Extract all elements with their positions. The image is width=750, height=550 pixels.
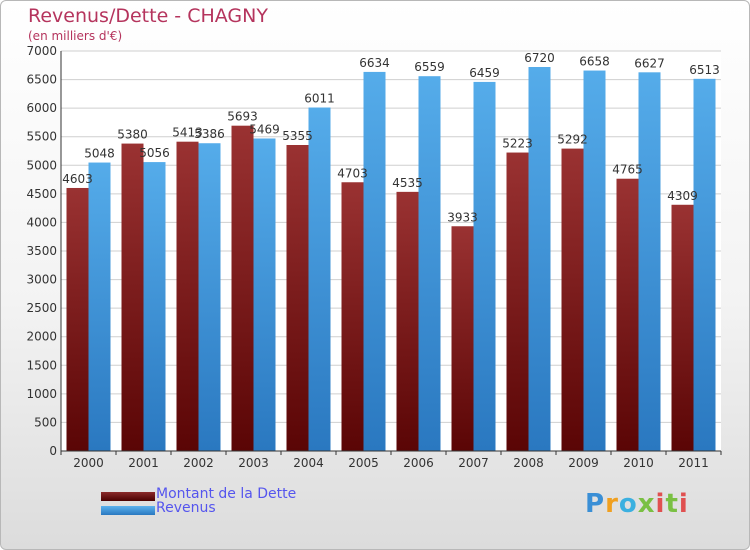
y-tick-label: 5500	[26, 130, 57, 144]
x-tick-label: 2009	[568, 456, 599, 470]
y-tick-label: 1000	[26, 387, 57, 401]
debt-bar	[231, 125, 254, 451]
revenue-value-label: 6627	[634, 56, 665, 70]
debt-value-label: 5413	[172, 126, 203, 140]
debt-value-label: 4309	[667, 189, 698, 203]
y-tick-label: 2500	[26, 301, 57, 315]
revenue-value-label: 6658	[579, 55, 610, 69]
revenue-bar	[638, 72, 661, 452]
x-tick-label: 2003	[238, 456, 269, 470]
revenue-bar	[308, 107, 331, 451]
debt-value-label: 4765	[612, 163, 643, 177]
debt-value-label: 5380	[117, 128, 148, 142]
revenue-value-label: 6720	[524, 51, 555, 65]
x-tick-label: 2001	[128, 456, 159, 470]
y-tick-label: 3500	[26, 244, 57, 258]
x-tick-label: 2002	[183, 456, 214, 470]
x-tick-label: 2000	[73, 456, 104, 470]
x-tick-label: 2010	[623, 456, 654, 470]
y-tick-label: 2000	[26, 330, 57, 344]
revenue-bar	[198, 143, 221, 451]
debt-value-label: 4703	[337, 166, 368, 180]
revenue-value-label: 5386	[194, 127, 225, 141]
proxiti-logo: Proxiti	[585, 489, 689, 519]
y-tick-label: 500	[34, 415, 57, 429]
x-tick-label: 2005	[348, 456, 379, 470]
revenue-bar	[418, 76, 441, 451]
debt-bar	[286, 145, 309, 451]
debt-value-label: 5355	[282, 129, 313, 143]
legend-swatch-debt	[101, 492, 155, 501]
y-tick-label: 0	[49, 444, 57, 458]
revenue-value-label: 6513	[689, 63, 720, 77]
y-tick-label: 3000	[26, 273, 57, 287]
debt-bar	[671, 204, 694, 451]
debt-bar	[616, 178, 639, 451]
revenue-value-label: 6634	[359, 56, 390, 70]
debt-value-label: 4603	[62, 172, 93, 186]
debt-bar	[176, 141, 199, 451]
legend-label-debt: Montant de la Dette	[156, 486, 297, 502]
debt-value-label: 5292	[557, 133, 588, 147]
revenue-bar	[143, 162, 166, 452]
debt-bar	[396, 191, 419, 451]
debt-bar	[121, 143, 144, 452]
revenue-value-label: 5469	[249, 122, 280, 136]
y-tick-label: 4500	[26, 187, 57, 201]
revenue-value-label: 5048	[84, 147, 115, 161]
revenue-bar	[363, 71, 386, 452]
y-tick-label: 6000	[26, 101, 57, 115]
debt-value-label: 5693	[227, 110, 258, 124]
x-tick-label: 2006	[403, 456, 434, 470]
chart-subtitle: (en milliers d'€)	[28, 29, 123, 43]
chart-title: Revenus/Dette - CHAGNY	[28, 5, 268, 27]
x-tick-label: 2004	[293, 456, 324, 470]
debt-bar	[561, 148, 584, 451]
debt-bar	[66, 187, 89, 451]
debt-value-label: 5223	[502, 137, 533, 151]
y-tick-label: 7000	[26, 44, 57, 58]
revenue-value-label: 6459	[469, 66, 500, 80]
debt-bar	[341, 182, 364, 451]
debt-bar	[451, 226, 474, 451]
legend-swatch-revenue	[101, 506, 155, 515]
y-tick-label: 1500	[26, 358, 57, 372]
revenue-bar	[253, 138, 276, 451]
y-tick-label: 5000	[26, 158, 57, 172]
x-tick-label: 2007	[458, 456, 489, 470]
revenue-value-label: 6559	[414, 60, 445, 74]
debt-value-label: 3933	[447, 210, 478, 224]
revenue-bar	[528, 67, 551, 451]
revenue-bar	[88, 162, 111, 452]
revenue-bar	[583, 70, 606, 452]
revenue-value-label: 6011	[304, 92, 335, 106]
x-tick-label: 2011	[678, 456, 709, 470]
revenue-value-label: 5056	[139, 146, 170, 160]
debt-bar	[506, 152, 529, 452]
legend-label-revenue: Revenus	[156, 500, 216, 516]
y-tick-label: 6500	[26, 73, 57, 87]
revenue-bar	[473, 81, 496, 452]
y-tick-label: 4000	[26, 215, 57, 229]
x-tick-label: 2008	[513, 456, 544, 470]
debt-value-label: 4535	[392, 176, 423, 190]
revenue-bar	[693, 78, 716, 451]
